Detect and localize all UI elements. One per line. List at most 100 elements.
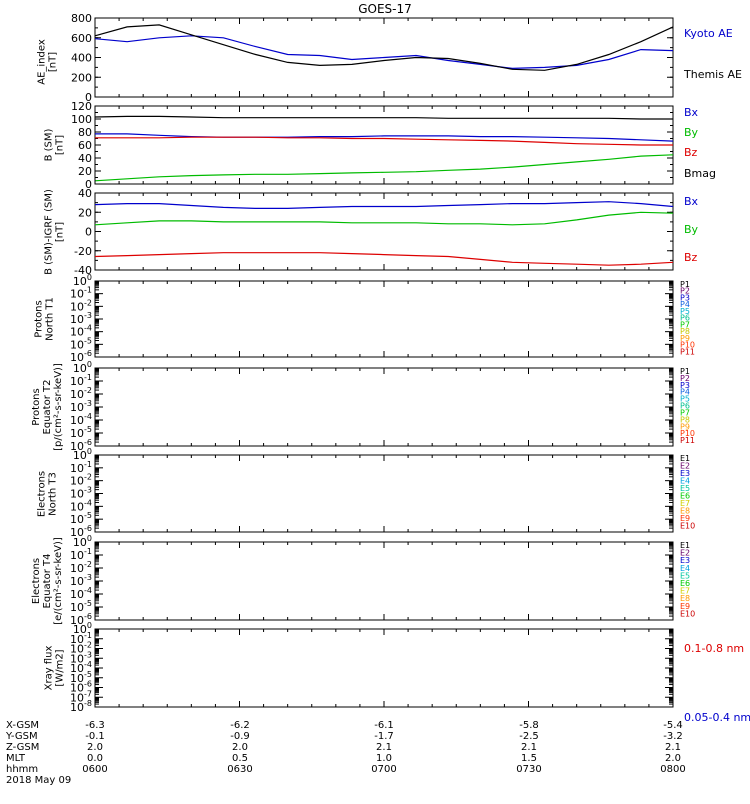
exponent: 0 <box>87 534 92 543</box>
ephemeris-value: 2.0 <box>232 742 248 753</box>
panel-7: ElectronsEquator T4[e/(cm²-s-sr-keV)]10-… <box>31 534 695 627</box>
ephemeris-label: hhmm <box>6 764 38 775</box>
series-line-by <box>95 155 673 181</box>
ephemeris-value: 0700 <box>371 764 396 775</box>
legend-label: By <box>684 223 699 236</box>
exponent: -5 <box>84 599 92 608</box>
y-axis-label-line: Equator T4 <box>42 554 53 609</box>
ephemeris-label: Z-GSM <box>6 742 39 753</box>
exponent: -8 <box>84 699 92 708</box>
ephemeris-value: -6.3 <box>85 720 105 731</box>
ephemeris-value: 1.5 <box>521 753 537 764</box>
panel-6: ElectronsNorth T310-610-510-410-310-210-… <box>37 447 696 539</box>
panel-8: Xray flux[W/m2]10-810-710-610-510-410-31… <box>44 621 750 724</box>
ephemeris-value: 0.5 <box>232 753 248 764</box>
exponent: -3 <box>84 486 92 495</box>
exponent: -5 <box>84 425 92 434</box>
y-tick-label: 60 <box>78 139 92 152</box>
ephemeris-value: 2.0 <box>665 753 681 764</box>
y-tick-label: 20 <box>78 206 92 219</box>
y-axis-label: B (SM)-IGRF (SM)[nT] <box>44 189 66 275</box>
exponent: -6 <box>84 680 92 689</box>
panel-frame <box>95 281 673 357</box>
y-axis-label-line: [nT] <box>55 222 66 242</box>
legend-label: By <box>684 126 699 139</box>
legend-label: P11 <box>680 347 695 356</box>
ephemeris-value: 0630 <box>227 764 252 775</box>
y-axis-label-line: Electrons <box>37 471 48 517</box>
ephemeris-value: 0800 <box>660 764 685 775</box>
series-line-bx <box>95 202 673 209</box>
series-line-kyoto-ae <box>95 36 673 69</box>
y-axis-label: ProtonsEquator T2[p/(cm²-s-sr-keV)] <box>31 363 64 451</box>
ephemeris-value: 2.1 <box>521 742 537 753</box>
legend-label: E10 <box>680 522 695 531</box>
legend-label: Bx <box>684 106 699 119</box>
date-label: 2018 May 09 <box>6 775 71 786</box>
y-axis-label-line: [e/(cm²-s-sr-keV)] <box>53 537 64 625</box>
exponent: -2 <box>84 560 92 569</box>
ephemeris-value: 0600 <box>82 764 107 775</box>
y-axis-label-line: [nT] <box>48 52 59 72</box>
panel-frame <box>95 542 673 620</box>
exponent: 0 <box>87 360 92 369</box>
panel-5: ProtonsEquator T2[p/(cm²-s-sr-keV)]10-61… <box>31 360 695 453</box>
ephemeris-value: -0.9 <box>230 731 250 742</box>
y-axis-label: ProtonsNorth T1 <box>34 297 56 341</box>
exponent: -2 <box>84 641 92 650</box>
exponent: -5 <box>84 336 92 345</box>
legend-label: Bmag <box>684 167 716 180</box>
y-tick-label: 120 <box>71 100 92 113</box>
exponent: -4 <box>84 324 92 333</box>
y-tick-label: -20 <box>74 245 92 258</box>
y-axis-label: ElectronsNorth T3 <box>37 471 59 517</box>
exponent: -4 <box>84 660 92 669</box>
ephemeris-value: 0.0 <box>87 753 103 764</box>
exponent: 0 <box>87 273 92 282</box>
y-tick-label: 400 <box>71 52 92 65</box>
ephemeris-value: -6.2 <box>230 720 250 731</box>
ephemeris-label: X-GSM <box>6 720 39 731</box>
exponent: -2 <box>84 386 92 395</box>
y-tick-label: 800 <box>71 12 92 25</box>
ephemeris-value: -1.7 <box>374 731 394 742</box>
ephemeris-value: 2.1 <box>665 742 681 753</box>
y-tick-label: 0 <box>85 226 92 239</box>
exponent: -4 <box>84 586 92 595</box>
y-axis-label-line: Equator T2 <box>42 380 53 435</box>
ephemeris-value: 0730 <box>516 764 541 775</box>
legend-label: Bz <box>684 251 698 264</box>
y-tick-label: 20 <box>78 165 92 178</box>
legend-label: 0.1-0.8 nm <box>684 642 744 655</box>
exponent: -2 <box>84 298 92 307</box>
ephemeris-value: 2.0 <box>87 742 103 753</box>
exponent: 0 <box>87 621 92 630</box>
exponent: -6 <box>84 524 92 533</box>
y-axis-label: Xray flux[W/m2] <box>44 646 66 691</box>
y-axis-label-line: AE_index <box>37 39 48 85</box>
ephemeris-value: -5.8 <box>519 720 539 731</box>
y-axis-label-line: North T1 <box>45 297 56 341</box>
y-axis-label-line: [W/m2] <box>55 649 66 686</box>
y-axis-label-line: Electrons <box>31 558 42 604</box>
ephemeris-value: 1.0 <box>376 753 392 764</box>
y-axis-label: B (SM)[nT] <box>44 128 66 161</box>
exponent: -4 <box>84 498 92 507</box>
ephemeris-value: -5.4 <box>663 720 683 731</box>
exponent: -2 <box>84 473 92 482</box>
ephemeris-label: MLT <box>6 753 26 764</box>
panel-4: ProtonsNorth T110-610-510-410-310-210-11… <box>34 273 696 364</box>
exponent: -4 <box>84 412 92 421</box>
series-line-bz <box>95 253 673 266</box>
series-line-by <box>95 212 673 225</box>
exponent: 0 <box>87 447 92 456</box>
exponent: -3 <box>84 311 92 320</box>
y-axis-label-line: Protons <box>31 388 42 425</box>
y-axis-label-line: North T3 <box>48 472 59 516</box>
legend-label: P11 <box>680 436 695 445</box>
ephemeris-value: -2.5 <box>519 731 539 742</box>
y-tick-label: 40 <box>78 187 92 200</box>
y-axis-label-line: Protons <box>34 300 45 337</box>
